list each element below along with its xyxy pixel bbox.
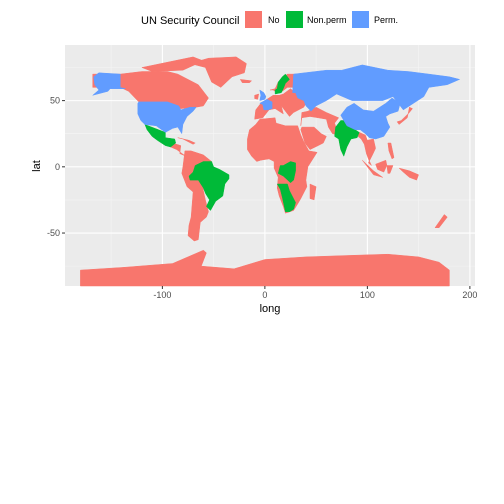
region-perm- bbox=[259, 89, 267, 101]
region-non-perm bbox=[277, 161, 296, 183]
x-tick-label: 200 bbox=[462, 290, 477, 300]
y-tick-label: 50 bbox=[50, 96, 60, 106]
legend-key-perm bbox=[352, 11, 369, 28]
region-non-perm bbox=[274, 73, 290, 95]
legend-title: UN Security Council bbox=[141, 15, 239, 27]
legend-item-perm: Perm. bbox=[352, 11, 398, 28]
region-no bbox=[386, 165, 394, 174]
region-perm- bbox=[292, 64, 460, 112]
region-non-perm bbox=[188, 161, 230, 211]
legend-key-no bbox=[245, 11, 262, 28]
region-no bbox=[177, 137, 196, 145]
region-no bbox=[141, 56, 204, 72]
region-no bbox=[254, 93, 259, 100]
region-no bbox=[80, 249, 450, 287]
region-perm- bbox=[92, 72, 126, 96]
legend-label-perm: Perm. bbox=[374, 15, 398, 25]
x-tick-label: 0 bbox=[262, 290, 267, 300]
legend-item-no: No bbox=[245, 11, 280, 28]
region-no bbox=[120, 71, 209, 109]
region-no bbox=[240, 79, 252, 83]
region-perm- bbox=[259, 99, 273, 111]
legend-key-non-perm bbox=[286, 11, 303, 28]
region-no bbox=[396, 106, 413, 125]
legend-label-no: No bbox=[268, 15, 280, 25]
legend: UN Security Council No Non.perm Perm. bbox=[141, 11, 398, 28]
region-no bbox=[189, 56, 247, 88]
y-tick-label: -50 bbox=[47, 228, 60, 238]
region-non-perm bbox=[144, 124, 176, 148]
region-non-perm bbox=[276, 183, 296, 213]
y-axis: -50 0 50 bbox=[47, 96, 65, 238]
x-axis-title: long bbox=[260, 303, 281, 315]
region-perm- bbox=[340, 97, 401, 140]
region-no bbox=[387, 142, 395, 160]
region-no bbox=[375, 159, 388, 173]
legend-label-non-perm: Non.perm bbox=[307, 15, 347, 25]
x-tick-label: 100 bbox=[360, 290, 375, 300]
region-no bbox=[300, 126, 327, 150]
y-axis-title: lat bbox=[31, 160, 43, 172]
region-no bbox=[398, 167, 419, 181]
x-axis: -100 0 100 200 bbox=[153, 286, 477, 300]
region-perm- bbox=[137, 101, 197, 134]
x-tick-label: -100 bbox=[153, 290, 171, 300]
y-tick-label: 0 bbox=[55, 162, 60, 172]
region-no bbox=[354, 130, 376, 166]
map-regions bbox=[80, 56, 460, 287]
region-no bbox=[434, 214, 448, 228]
legend-item-non-perm: Non.perm bbox=[286, 11, 347, 28]
region-no bbox=[362, 159, 384, 178]
region-no bbox=[309, 183, 317, 201]
